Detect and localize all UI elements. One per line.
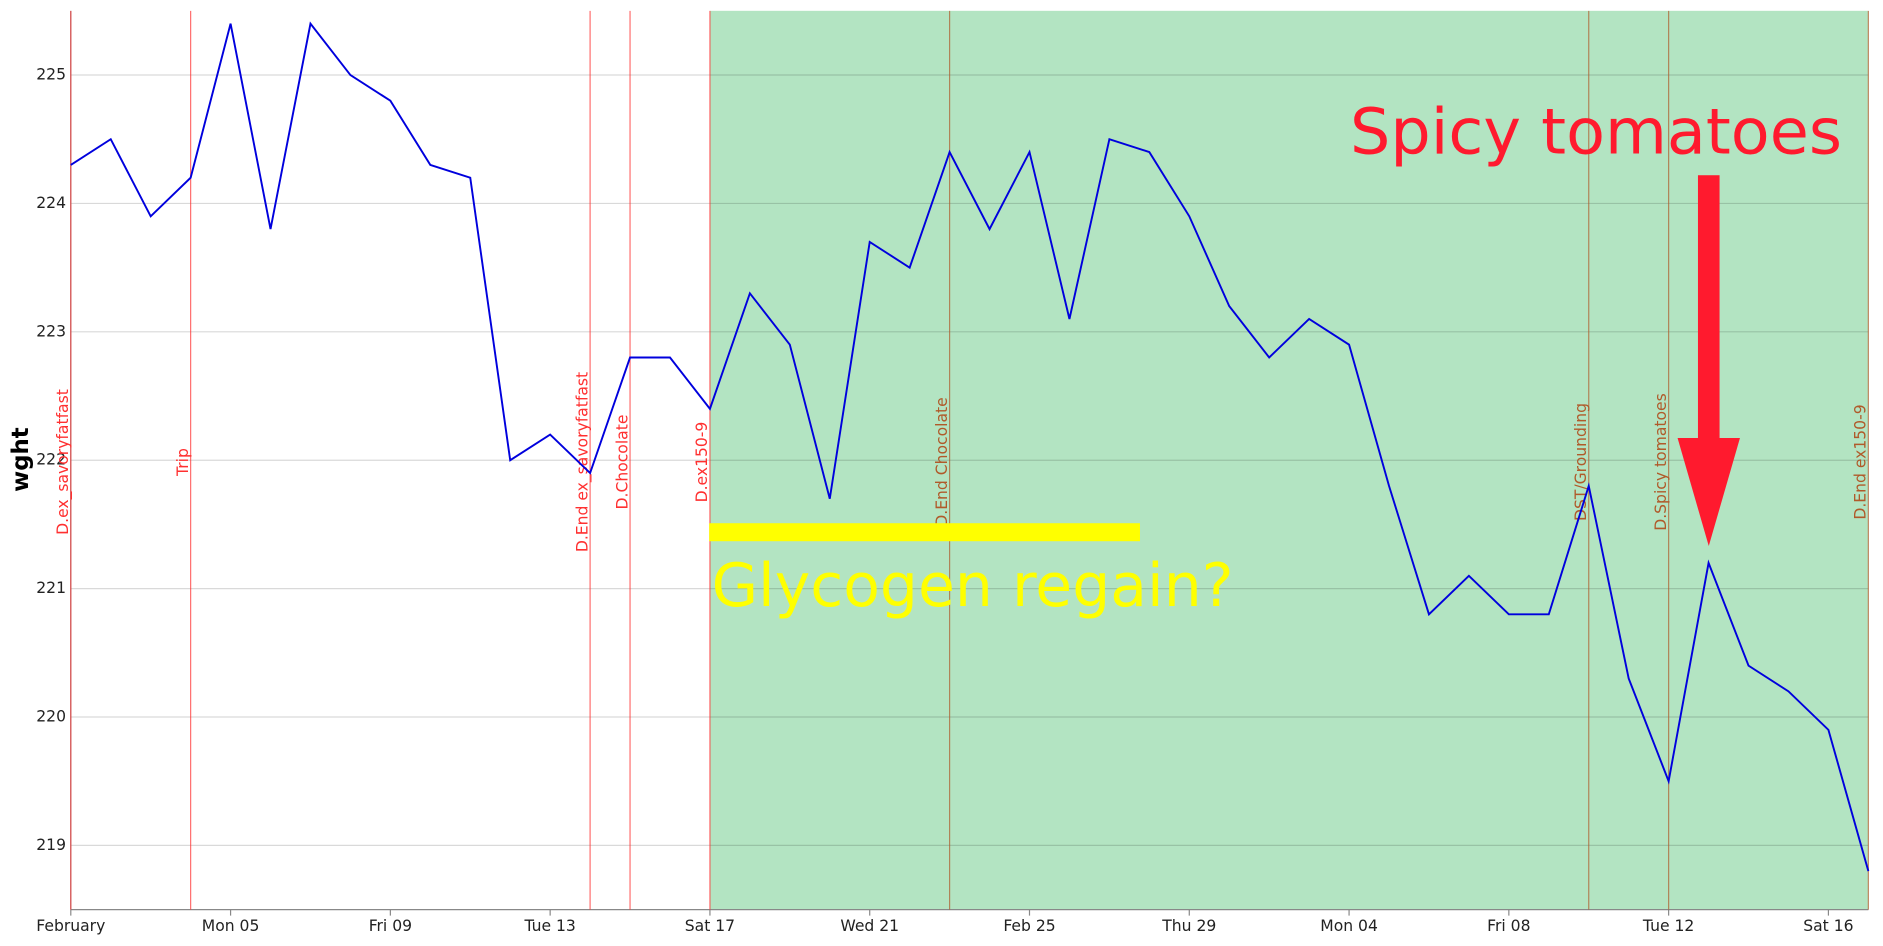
event-label: D.End ex150-9 [1852, 404, 1870, 519]
y-tick-label: 222 [36, 451, 66, 469]
event-label: D.ex_savoryfatfast [54, 389, 73, 535]
event-label: D.End Chocolate [933, 397, 951, 526]
y-tick-label: 223 [36, 322, 66, 340]
shaded-region [709, 10, 1869, 910]
x-tick-label: February [36, 917, 105, 935]
y-axis-label: wght [8, 427, 34, 492]
y-tick-label: 225 [36, 66, 66, 84]
x-tick-label: Fri 09 [369, 917, 412, 935]
x-tick-label: Mon 05 [202, 917, 260, 935]
x-tick-label: Tue 12 [1642, 917, 1694, 935]
y-tick-label: 221 [36, 579, 66, 597]
y-tick-label: 220 [36, 708, 66, 726]
y-tick-label: 224 [36, 194, 66, 212]
event-label: DST/Grounding [1572, 403, 1590, 521]
event-label: Trip [174, 448, 192, 477]
x-tick-label: Feb 25 [1003, 917, 1055, 935]
x-tick-label: Wed 21 [840, 917, 899, 935]
event-label: D.ex150-9 [693, 422, 711, 503]
annotation-text: Glycogen regain? [712, 551, 1234, 621]
event-label: D.End ex_savoryfatfast [573, 372, 592, 552]
x-tick-label: Tue 13 [523, 917, 575, 935]
annotation-text: Spicy tomatoes [1350, 95, 1842, 169]
data-line [70, 21, 1870, 872]
y-tick-label: 219 [36, 836, 66, 854]
x-tick-label: Fri 08 [1487, 917, 1530, 935]
event-label: D.Chocolate [613, 415, 631, 510]
annotation-arrow-head [1677, 438, 1740, 547]
event-label: D.Spicy tomatoes [1652, 393, 1670, 531]
annotation-bar [709, 523, 1140, 542]
x-tick-label: Mon 04 [1320, 917, 1378, 935]
x-tick-label: Sat 16 [1803, 917, 1853, 935]
annotation-arrow-shaft [1697, 175, 1720, 442]
x-tick-label: Thu 29 [1161, 917, 1216, 935]
x-tick-label: Sat 17 [685, 917, 735, 935]
